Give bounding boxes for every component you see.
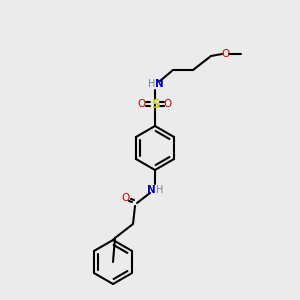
Text: O: O [138,99,146,109]
Text: S: S [151,98,159,110]
Text: O: O [121,193,129,203]
Text: N: N [147,185,155,195]
Text: O: O [164,99,172,109]
Text: H: H [156,185,164,195]
Text: N: N [154,79,164,89]
Text: H: H [148,79,156,89]
Text: O: O [221,49,229,59]
